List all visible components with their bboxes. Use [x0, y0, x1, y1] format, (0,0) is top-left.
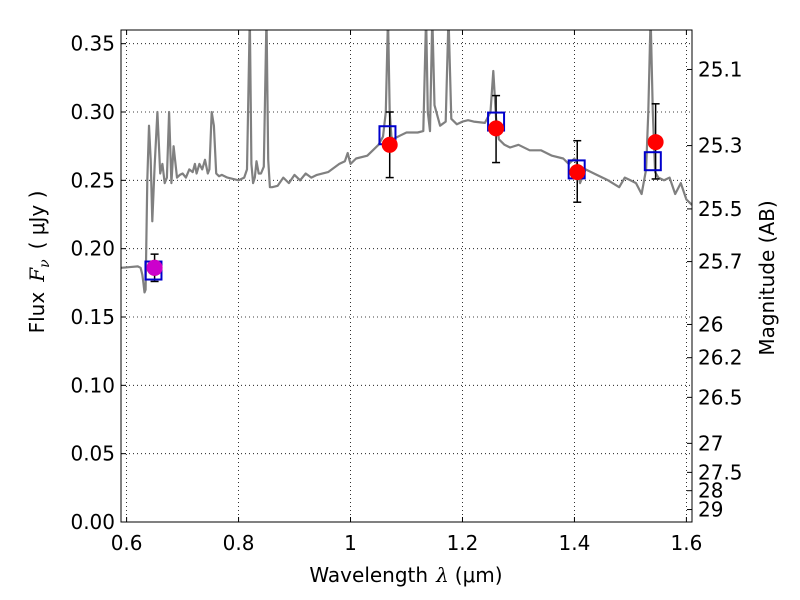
y-tick-label: 0.35	[70, 32, 115, 56]
ticks-layer: 0.6 0.8 1 1.2 1.4 1.6 0.00 0.05 0.10 0.15 0.20 0.25…	[70, 30, 743, 555]
mag-tick-label: 27.5	[698, 460, 743, 484]
y2-axis-title: Magnitude (AB)	[755, 200, 779, 355]
model-square	[643, 151, 662, 172]
y-tick-label: 0.10	[70, 373, 115, 397]
observed-point	[381, 136, 398, 153]
y-axis-title-symbol: F	[25, 267, 49, 283]
y-tick-label: 0.00	[70, 510, 115, 534]
y-tick-label: 0.25	[70, 168, 115, 192]
y-axis-title-unit: ( μJy )	[25, 191, 49, 250]
mag-tick-label: 28	[698, 479, 723, 503]
x-tick-label: 1.2	[447, 531, 479, 555]
mag-tick-label: 25.1	[698, 57, 743, 81]
observed-point	[569, 164, 586, 181]
spectrum-layer	[121, 30, 692, 294]
mag-tick-label: 25.5	[698, 197, 743, 221]
mag-tick-label: 27	[698, 431, 723, 455]
y-tick-label: 0.30	[70, 100, 115, 124]
markers-layer	[144, 94, 664, 283]
x-axis-title-symbol: λ	[435, 563, 449, 587]
y-tick-label: 0.15	[70, 305, 115, 329]
spectrum-line	[121, 30, 692, 294]
y-tick-label: 0.20	[70, 237, 115, 261]
y-tick-label: 0.05	[70, 442, 115, 466]
x-axis-title-unit: (μm)	[455, 563, 503, 587]
mag-tick-label: 26	[698, 312, 723, 336]
x-tick-label: 1	[344, 531, 357, 555]
observed-point	[488, 120, 505, 137]
mag-tick-label: 25.7	[698, 250, 743, 274]
x-axis-title: Wavelength λ (μm)	[309, 563, 502, 587]
observed-point	[647, 134, 664, 151]
y-axis-title-subscript: ν	[37, 259, 53, 268]
y-axis-title-text: Flux	[25, 292, 49, 334]
y-axis-title: Flux Fν ( μJy )	[25, 191, 53, 334]
mag-tick-label: 26.5	[698, 385, 743, 409]
x-tick-label: 0.6	[111, 531, 143, 555]
x-axis-title-text: Wavelength	[309, 563, 428, 587]
magenta-point	[146, 259, 163, 276]
plot-frame	[120, 29, 693, 523]
x-tick-label: 1.4	[559, 531, 591, 555]
mag-tick-label: 26.2	[698, 346, 743, 370]
x-tick-label: 1.6	[670, 531, 702, 555]
mag-tick-label: 25.3	[698, 134, 743, 158]
x-tick-label: 0.8	[223, 531, 255, 555]
mag-tick-label: 29	[698, 498, 723, 522]
grid	[121, 30, 692, 523]
